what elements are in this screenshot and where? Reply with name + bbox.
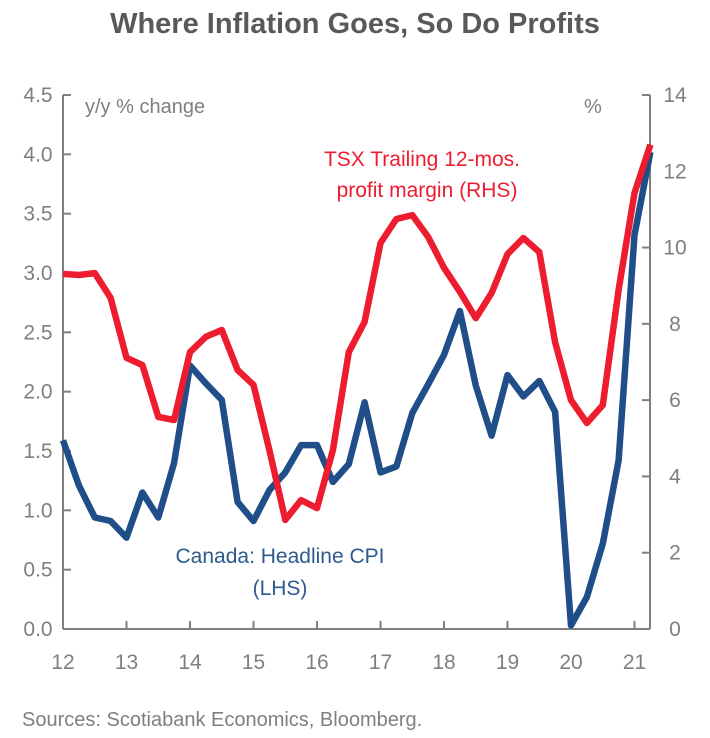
x-tick-label: 14 bbox=[178, 651, 202, 674]
x-tick-label: 17 bbox=[369, 651, 392, 674]
x-tick-label: 20 bbox=[559, 651, 582, 674]
left-tick-label: 2.0 bbox=[23, 381, 52, 404]
left-tick-label: 1.5 bbox=[23, 440, 52, 463]
left-tick-label: 3.0 bbox=[23, 262, 52, 285]
right-tick-label: 12 bbox=[663, 160, 686, 183]
series-label-profit-line-1: TSX Trailing 12-mos. bbox=[324, 148, 520, 171]
right-tick-label: 4 bbox=[669, 465, 681, 488]
left-tick-label: 3.5 bbox=[23, 203, 52, 226]
left-tick-label: 4.0 bbox=[23, 143, 52, 166]
left-tick-label: 4.5 bbox=[23, 84, 52, 107]
right-tick-label: 10 bbox=[663, 237, 686, 260]
x-tick-label: 18 bbox=[432, 651, 455, 674]
x-tick-label: 16 bbox=[305, 651, 328, 674]
right-tick-label: 6 bbox=[669, 389, 681, 412]
left-axis-label: y/y % change bbox=[85, 96, 205, 118]
x-tick-label: 13 bbox=[115, 651, 138, 674]
right-tick-label: 0 bbox=[669, 618, 681, 641]
right-tick-label: 8 bbox=[669, 313, 681, 336]
series-label-cpi-line-1: Canada: Headline CPI bbox=[176, 545, 385, 568]
chart-title: Where Inflation Goes, So Do Profits bbox=[110, 8, 600, 40]
series-label-profit-line-2: profit margin (RHS) bbox=[337, 179, 518, 202]
plot-lines bbox=[59, 143, 654, 629]
right-tick-label: 2 bbox=[669, 542, 681, 565]
x-tick-label: 21 bbox=[623, 651, 646, 674]
right-tick-label: 14 bbox=[663, 84, 687, 107]
x-tick-label: 15 bbox=[242, 651, 265, 674]
left-tick-label: 2.5 bbox=[23, 321, 52, 344]
left-tick-label: 0.0 bbox=[23, 618, 52, 641]
cpi-series-line bbox=[59, 151, 654, 629]
left-tick-label: 1.0 bbox=[23, 499, 52, 522]
left-tick-label: 0.5 bbox=[23, 559, 52, 582]
x-tick-label: 19 bbox=[496, 651, 519, 674]
profit-margin-series-line bbox=[62, 143, 654, 524]
x-tick-label: 12 bbox=[51, 651, 74, 674]
axes: 0.0 0.5 1.0 1.5 2.0 2.5 3.0 3.5 4.0 4.5 0 2 4 6 8 10 12 1… bbox=[23, 84, 687, 674]
right-axis-label: % bbox=[584, 96, 602, 118]
series-label-cpi-line-2: (LHS) bbox=[253, 577, 308, 600]
source-note: Sources: Scotiabank Economics, Bloomberg… bbox=[22, 709, 422, 731]
